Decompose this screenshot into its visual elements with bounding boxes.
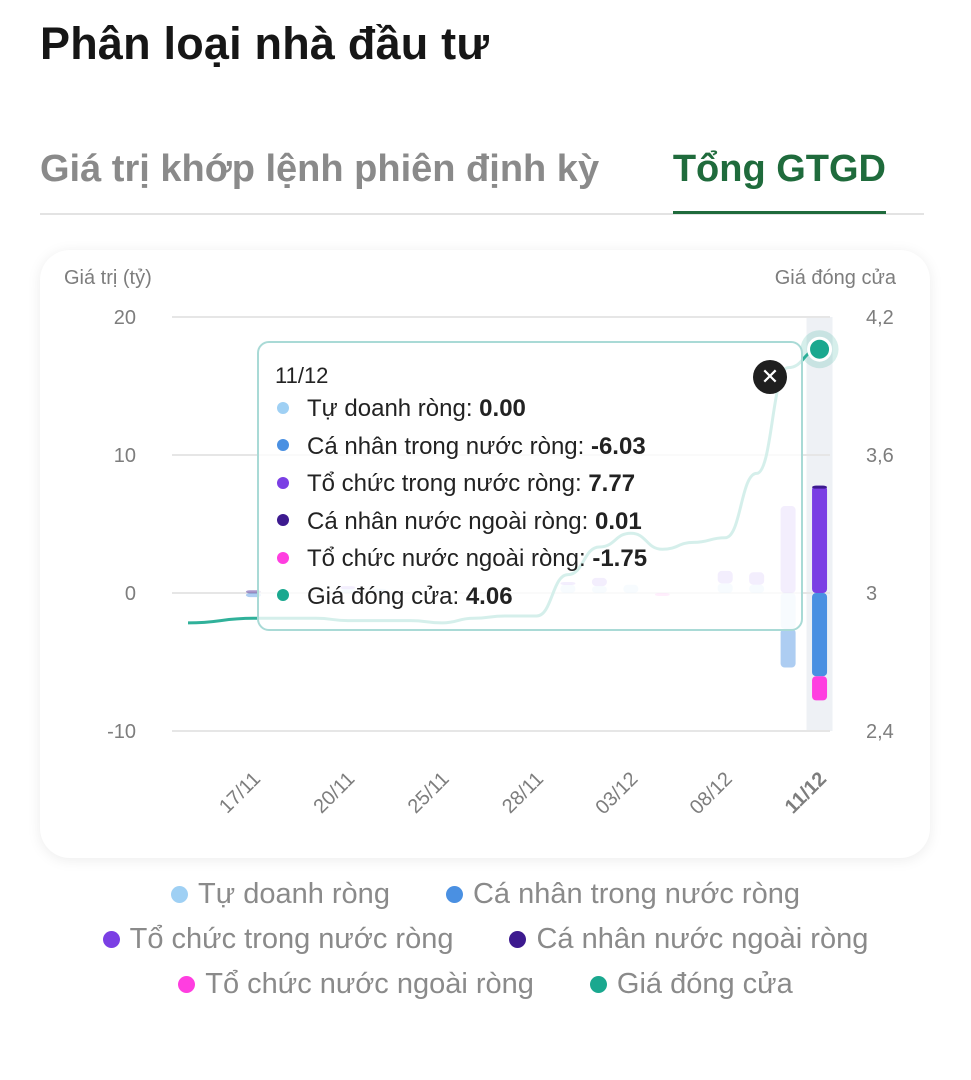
y-axis-title: Giá trị (tỷ) (64, 267, 152, 289)
legend-item-tu-doanh[interactable]: Tự doanh ròng (171, 878, 390, 911)
tooltip-dot-icon (277, 401, 289, 414)
legend-dot-icon (178, 976, 196, 993)
tooltip-dot-icon (277, 439, 289, 452)
legend-dot-icon (171, 886, 189, 903)
tooltip-dot-icon (277, 551, 289, 564)
tab-bar: Giá trị khớp lệnh phiên định kỳ Tổng GTG… (40, 140, 924, 215)
y-tick-label: 20 (114, 307, 136, 329)
tooltip-row: Giá đóng cửa: 4.06 (277, 583, 513, 617)
bar (812, 485, 828, 489)
legend-item-ca-nhan-nuoc-ngoai[interactable]: Cá nhân nước ngoài ròng (509, 923, 868, 956)
tooltip-value: 0.00 (479, 395, 526, 422)
legend-row: Tổ chức trong nước ròng Cá nhân nước ngo… (0, 917, 971, 962)
bar (812, 593, 828, 677)
tooltip-label: Tổ chức trong nước ròng: (307, 470, 589, 497)
y2-tick-label: 3,6 (866, 445, 894, 467)
legend-label: Cá nhân trong nước ròng (472, 878, 800, 910)
bar (812, 676, 828, 701)
y2-tick-label: 3 (866, 583, 877, 605)
legend-item-ca-nhan-trong-nuoc[interactable]: Cá nhân trong nước ròng (445, 878, 800, 911)
tooltip-row: Cá nhân trong nước ròng: -6.03 (277, 433, 646, 467)
close-icon[interactable]: ✕ (753, 360, 787, 394)
legend-label: Tổ chức trong nước ròng (129, 923, 454, 955)
tooltip-row: Tổ chức trong nước ròng: 7.77 (277, 470, 635, 504)
tooltip-label: Tự doanh ròng: (307, 395, 480, 422)
tooltip-value: 7.77 (588, 470, 636, 497)
legend-row: Tự doanh ròng Cá nhân trong nước ròng (0, 872, 971, 917)
tooltip-row: Cá nhân nước ngoài ròng: 0.01 (277, 508, 642, 542)
y2-tick-label: 2,4 (866, 721, 894, 743)
x-tick-label: 25/11 (404, 768, 454, 818)
tooltip-label: Cá nhân trong nước ròng: (307, 432, 591, 460)
bar (812, 485, 828, 593)
legend-dot-icon (102, 931, 120, 948)
tooltip-value: -6.03 (590, 432, 646, 460)
legend-label: Cá nhân nước ngoài ròng (536, 923, 869, 955)
y-tick-label: 10 (114, 445, 136, 467)
legend-label: Tổ chức nước ngoài ròng (205, 968, 534, 1000)
x-tick-label: 17/11 (215, 768, 265, 818)
tooltip-label: Giá đóng cửa: (307, 582, 466, 610)
legend-label: Tự doanh ròng (198, 878, 390, 910)
price-point (807, 336, 833, 362)
legend-row: Tổ chức nước ngoài ròng Giá đóng cửa (0, 962, 971, 1007)
legend-item-to-chuc-nuoc-ngoai[interactable]: Tổ chức nước ngoài ròng (178, 968, 534, 1001)
tooltip-row: Tự doanh ròng: 0.00 (277, 395, 526, 429)
tooltip-date: 11/12 (275, 363, 329, 388)
legend-item-to-chuc-trong-nuoc[interactable]: Tổ chức trong nước ròng (102, 923, 454, 956)
tab-gia-tri-khop-lenh[interactable]: Giá trị khớp lệnh phiên định kỳ (40, 148, 600, 190)
tooltip-value: -1.75 (592, 545, 648, 572)
page-title: Phân loại nhà đầu tư (40, 18, 490, 69)
bar (780, 628, 796, 668)
tooltip-dot-icon (277, 589, 289, 602)
tooltip-label: Tổ chức nước ngoài ròng: (307, 545, 593, 572)
tooltip-label: Cá nhân nước ngoài ròng: (307, 507, 595, 535)
y-tick-label: -10 (107, 721, 136, 743)
x-tick-label: 20/11 (309, 768, 359, 818)
x-tick-label: 28/11 (498, 768, 548, 818)
y-tick-label: 0 (125, 583, 136, 605)
tooltip-value: 4.06 (465, 582, 513, 610)
tooltip-dot-icon (277, 476, 289, 489)
legend-label: Giá đóng cửa (616, 968, 793, 1000)
chart-legend: Tự doanh ròng Cá nhân trong nước ròng Tổ… (0, 872, 971, 1007)
legend-item-gia-dong-cua[interactable]: Giá đóng cửa (589, 968, 793, 1001)
legend-dot-icon (445, 886, 463, 903)
legend-dot-icon (509, 931, 527, 948)
y2-axis-title: Giá đóng cửa (775, 267, 897, 289)
tooltip-dot-icon (277, 514, 289, 527)
tooltip-value: 0.01 (595, 507, 642, 535)
x-tick-label: 11/12 (781, 768, 831, 818)
x-tick-label: 03/12 (591, 768, 642, 819)
tab-tong-gtgd[interactable]: Tổng GTGD (672, 148, 887, 214)
y2-tick-label: 4,2 (866, 307, 894, 329)
x-tick-label: 08/12 (686, 768, 737, 819)
tooltip-row: Tổ chức nước ngoài ròng: -1.75 (277, 545, 647, 579)
chart-tooltip: 11/12 ✕ Tự doanh ròng: 0.00 Cá nhân trong… (257, 341, 803, 631)
legend-dot-icon (589, 976, 607, 993)
